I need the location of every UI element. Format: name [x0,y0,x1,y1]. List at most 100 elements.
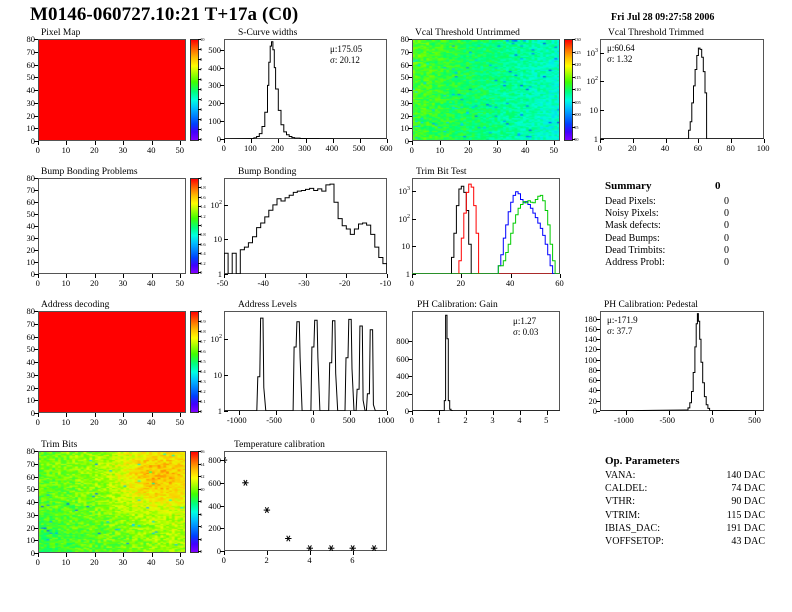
axis-tick-label: 10 [401,241,411,252]
panel-title-address-levels: Address Levels [238,300,297,310]
op-parameter-row: IBIAS_DAC: 191 DAC [605,523,765,536]
axis-tick [151,553,153,557]
axis-tick-label: 800 [208,455,221,466]
op-parameter-value: 43 DAC [731,535,765,547]
axis-tick [408,51,412,53]
axis-tick-label: 40 [505,278,515,288]
axis-tick [198,488,201,490]
plot-frame-ph-pedestal [600,311,764,411]
axis-tick-label: 10 [61,145,71,155]
axis-tick-label: 140 [584,334,597,345]
colorbar-tick-label: 2 [200,536,203,542]
axis-tick-label: 0 [30,136,35,146]
axis-tick-label: 120 [584,344,597,355]
axis-tick-label: 102 [398,213,411,224]
axis-tick [275,411,277,415]
panel-title-ph-gain: PH Calibration: Gain [417,300,498,310]
axis-tick [224,274,228,275]
series-trimbit-2 [412,183,560,274]
axis-tick [198,361,201,362]
op-parameter-value: 191 DAC [726,522,765,534]
op-parameter-row: VOFFSETOP: 43 DAC [605,536,765,549]
axis-tick [600,81,604,83]
axis-tick-label: 50 [400,72,410,83]
axis-tick [198,451,201,452]
colorbar-tick-label: 120 [574,62,581,67]
axis-tick-label: 50 [26,72,36,83]
axis-tick [238,411,240,415]
axis-tick [198,262,201,264]
colorbar-tick-label: 0.8 [200,232,206,238]
colorbar-tick-label: 16 [200,449,205,454]
colorbar-tick-label: 2 [200,176,203,181]
axis-tick-label: 40 [400,85,410,95]
axis-tick-label: 20 [90,145,99,155]
axis-tick [224,204,228,206]
axis-tick [408,376,412,378]
axis-tick-label: 50 [549,145,559,155]
summary-row-value: 0 [724,196,729,207]
axis-tick [408,115,412,117]
op-parameter-value: 115 DAC [726,509,765,521]
axis-tick [34,64,38,66]
colorbar-tick-label: 6 [200,511,203,517]
axis-tick [198,234,201,236]
axis-tick-label: 60 [26,59,36,70]
axis-tick-label: 0 [409,145,414,155]
axis-tick [34,413,38,414]
axis-tick [408,128,412,130]
panel-title-bump-bonding: Bump Bonding [238,167,297,177]
axis-tick-label: 60 [400,59,410,70]
axis-tick [34,77,38,79]
axis-tick-label: 200 [208,523,221,534]
axis-tick [34,115,38,117]
axis-tick-label: 10 [400,123,410,134]
axis-tick-label: 100 [208,116,221,127]
axis-tick-label: 0 [35,145,40,155]
axis-tick-label: 3 [490,415,495,425]
data-point-star [349,545,356,551]
axis-tick-label: 500 [748,415,761,425]
stat-mu-scurve: μ:175.05 [330,44,363,54]
axis-tick-label: 40 [26,85,36,95]
axis-tick [572,114,575,115]
axis-tick [94,274,96,278]
axis-tick-label: 80 [26,306,36,316]
axis-tick-label: 10 [26,535,36,546]
axis-tick-label: 20 [26,245,36,255]
axis-tick-label: 0 [592,406,597,416]
panel-title-ph-pedestal: PH Calibration: Pedestal [604,300,698,310]
axis-tick [596,318,600,320]
axis-tick [596,328,600,330]
colorbar-tick-label: 6 [200,77,203,82]
axis-tick [224,274,225,278]
axis-tick [34,202,38,203]
axis-tick [123,553,125,557]
axis-tick-label: 0 [221,143,226,153]
colorbar-tick-label: 0 [200,549,203,554]
op-parameter-row: VTRIM: 115 DAC [605,510,765,523]
axis-tick-label: 600 [208,477,221,488]
axis-tick-label: 0 [35,278,40,288]
axis-tick [34,274,38,275]
axis-tick-label: 80 [26,173,36,183]
axis-tick [220,460,224,462]
axis-tick [34,178,38,179]
plot-frame-vcal-trimmed [600,39,764,139]
colorbar-tick-label: 1 [200,309,203,314]
axis-tick-label: 4 [307,555,312,565]
op-parameter-value: 90 DAC [731,496,765,508]
colorbar-bump-problems [190,178,199,274]
axis-tick-label: 70 [26,185,36,195]
axis-tick-label: -20 [339,278,351,288]
axis-tick [34,463,38,465]
axis-tick [412,246,416,248]
axis-tick-label: 102 [210,199,223,210]
axis-tick [38,274,39,278]
axis-tick [198,321,201,322]
summary-row-label: Dead Pixels: [605,196,656,207]
colorbar-tick-label: 2 [200,117,203,122]
axis-tick [94,413,96,417]
axis-tick [731,139,733,143]
axis-tick-label: 20 [26,110,36,121]
